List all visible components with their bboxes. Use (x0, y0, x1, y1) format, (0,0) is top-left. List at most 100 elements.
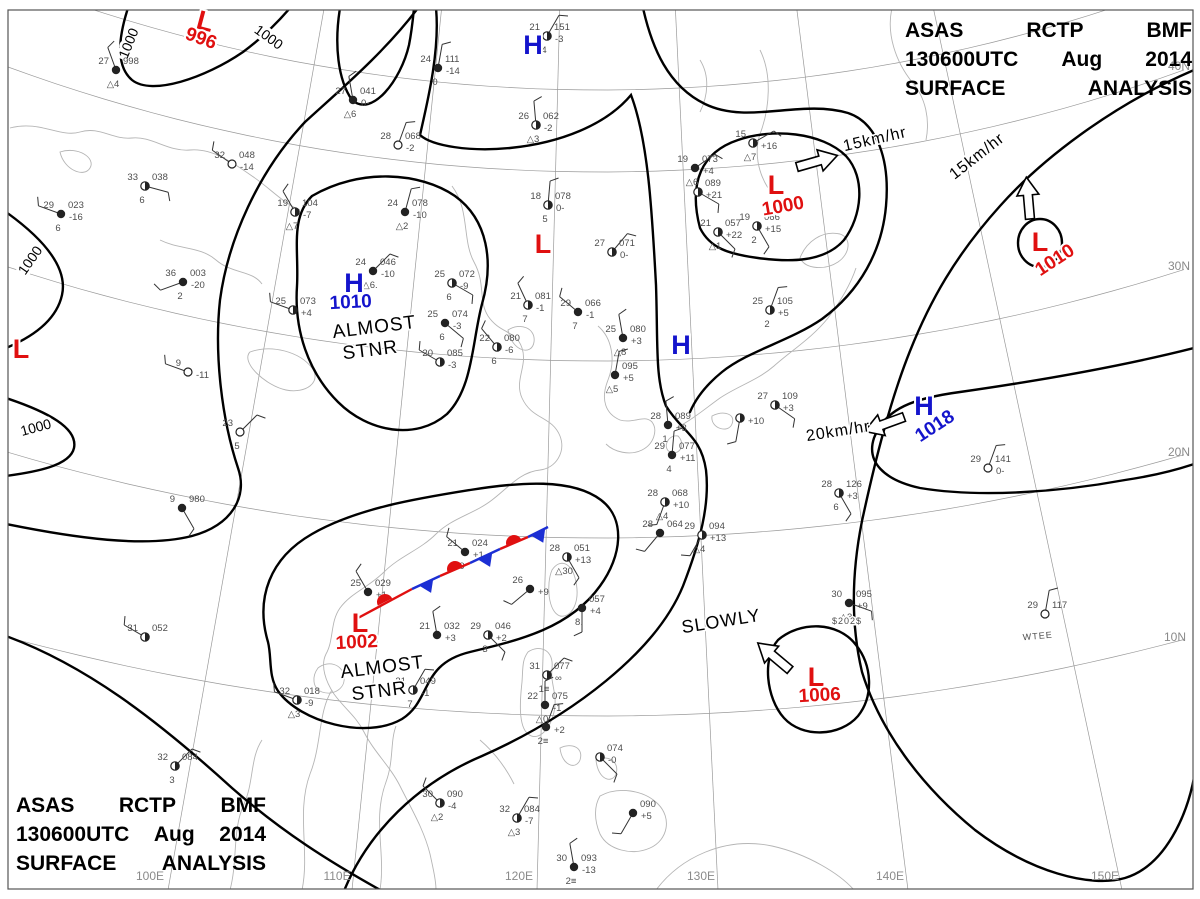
station-dewpoint: 4 (541, 45, 546, 56)
isobar (336, 10, 416, 106)
parallel-line (8, 451, 1185, 539)
station-plot: 24 111-14 0 (420, 41, 460, 88)
station-temp: 32 (279, 686, 290, 697)
station-temp: 31 (395, 676, 406, 687)
station-circle (177, 503, 187, 513)
station-tendency: ∞ (555, 673, 562, 684)
chart-title-bottom-left: ASAS RCTP BMF 130600UTC Aug 2014 SURFACE ANALYS… (16, 791, 266, 878)
station-temp: 22 (479, 333, 490, 344)
wind-barb-feather (355, 563, 362, 572)
wind-barb-feather (996, 444, 1006, 446)
station-temp: 28 (380, 131, 391, 142)
station-dewpoint: 8. (575, 617, 583, 628)
station-pressure: 084 (182, 752, 198, 763)
station-circle-half (295, 207, 300, 217)
wind-barb-feather (418, 340, 421, 351)
station-plot: 25 073+4 (269, 292, 316, 319)
wind-barb-feather (389, 253, 399, 258)
station-pressure: 057 (725, 218, 741, 229)
coastline (479, 739, 515, 785)
station-dewpoint: 5 (542, 214, 547, 225)
annotation-text: WTEE (1022, 630, 1053, 643)
isobar (262, 482, 620, 730)
station-pressure: 003 (190, 268, 206, 279)
station-pressure: 980 (189, 494, 205, 505)
station-tendency: +4 (301, 308, 312, 319)
station-temp: 25 (752, 296, 763, 307)
station-tendency: 0- (996, 466, 1004, 477)
station-pressure: 090 (447, 789, 463, 800)
station-plot: 28 068-2 (380, 121, 421, 154)
wind-barb-feather (107, 40, 115, 48)
station-plot: 30 093-13 2≡ (556, 837, 597, 887)
title-word: BMF (1146, 19, 1193, 42)
station-tendency: +4 (590, 606, 601, 617)
station-dewpoint: △30 (555, 566, 573, 577)
motion-arrow-north (1015, 175, 1041, 221)
station-plot: 25 105+5 2 (752, 286, 793, 330)
station-pressure: 075 (552, 691, 568, 702)
wind-barb-feather (471, 294, 474, 305)
station-pressure: 064 (667, 519, 683, 530)
station-circle (227, 159, 237, 169)
longitude-label: 110E (323, 869, 350, 883)
station-pressure: 089 (705, 178, 721, 189)
station-temp: 25 (434, 269, 445, 280)
station-tendency: -14 (240, 162, 254, 173)
high-center-letter: H (671, 330, 691, 360)
isobar (871, 347, 1193, 495)
title-word: Aug (153, 823, 195, 846)
station-pressure: 111 (445, 54, 459, 65)
station-circle (368, 266, 378, 276)
station-plot: 32 048-14 (211, 141, 255, 173)
station-tendency: +9 (857, 601, 868, 612)
station-dewpoint: △3 (508, 827, 521, 838)
longitude-label: 130E (687, 869, 715, 883)
wind-barb-feather (442, 41, 451, 45)
coastline (595, 790, 667, 852)
station-tendency: -20 (191, 280, 205, 291)
station-temp: 27 (594, 238, 605, 249)
station-temp: 32 (499, 804, 510, 815)
title-line: ASAS RCTP BMF (905, 16, 1192, 45)
station-temp: 20 (422, 348, 433, 359)
latitude-label: 10N (1164, 630, 1186, 644)
wind-barb-feather (569, 837, 578, 844)
wind-barb-feather (665, 396, 674, 402)
title-line: ASAS RCTP BMF (16, 791, 266, 820)
station-temp: 30 (422, 789, 433, 800)
longitude-label: 120E (505, 869, 533, 883)
station-pressure: 105 (777, 296, 793, 307)
station-pressure: 032 (444, 621, 460, 632)
warm-front-semicircle (447, 561, 463, 573)
station-circle-half (440, 357, 445, 367)
station-pressure: 078 (555, 191, 571, 202)
parallel-line (93, 10, 1107, 91)
station-circle (655, 528, 665, 538)
station-circle (663, 420, 673, 430)
coastline (597, 325, 656, 454)
station-pressure: 126 (846, 479, 862, 490)
station-plot: 31 077∞ 1≡ (529, 657, 573, 695)
annotation-text: 15km/hr (946, 130, 1008, 183)
station-tendency: 0- (556, 203, 564, 214)
station-circle-half (753, 138, 758, 148)
station-tendency: +3 (847, 491, 858, 502)
latitude-label: 20N (1168, 445, 1190, 459)
station-circle-half (740, 413, 745, 423)
station-circle (667, 450, 677, 460)
pressure-center-value: 1010 (329, 291, 372, 314)
station-temp: 26 (512, 575, 523, 586)
station-circle-half (293, 305, 298, 315)
coastline-layer (9, 10, 928, 889)
isobar (1016, 217, 1064, 269)
station-dewpoint: △2 (431, 812, 444, 823)
station-pressure: 046 (380, 257, 396, 268)
station-temp: 29 (470, 621, 481, 632)
station-circle (541, 722, 551, 732)
station-circle (618, 333, 628, 343)
meridian-line (933, 10, 1123, 889)
station-temp: 21 (419, 621, 430, 632)
